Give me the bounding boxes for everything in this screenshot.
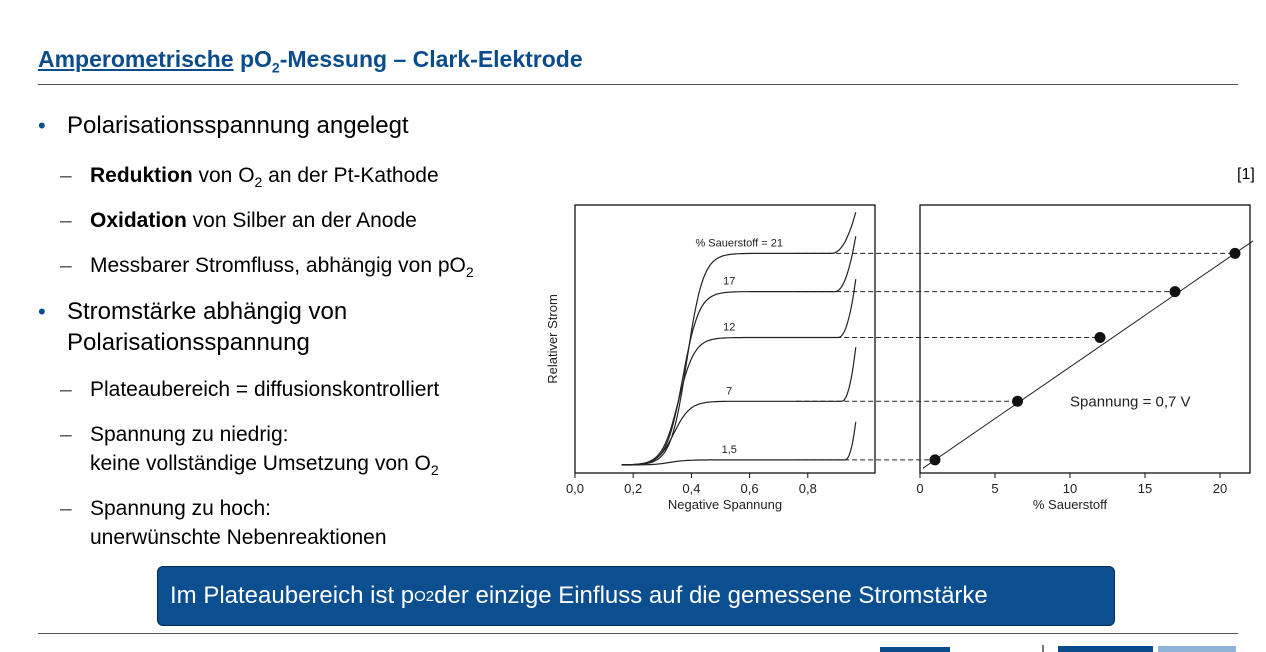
x-tick-label: 0,4 xyxy=(682,481,700,496)
dash-marker: – xyxy=(60,423,72,446)
logo-strip xyxy=(880,645,1236,652)
data-point xyxy=(1094,332,1106,343)
bullet-text: Polarisationsspannung angelegt xyxy=(67,112,409,139)
x-axis-label: Negative Spannung xyxy=(668,497,782,512)
reference-marker: [1] xyxy=(1237,166,1255,183)
dash-marker: – xyxy=(60,497,72,520)
footer-divider xyxy=(38,633,1238,634)
left-plot-frame xyxy=(574,204,876,474)
x-axis-label: % Sauerstoff xyxy=(1033,497,1108,512)
bullet-dot: • xyxy=(38,299,46,324)
x-tick-label: 0,8 xyxy=(799,481,817,496)
x-tick-label: 20 xyxy=(1213,481,1227,496)
dash-marker: – xyxy=(60,254,72,277)
x-tick-label: 0,0 xyxy=(566,481,584,496)
title-subscript: 2 xyxy=(271,59,280,76)
curve-17 xyxy=(621,235,857,466)
data-point xyxy=(1169,286,1181,298)
bullet-text: Stromstärke abhängig von Polarisationsspa… xyxy=(67,298,348,356)
x-tick-label: 0,6 xyxy=(741,481,759,496)
data-point xyxy=(929,454,941,466)
dash-marker: – xyxy=(60,378,72,401)
x-tick-label: 5 xyxy=(991,481,998,496)
title-part: pO xyxy=(233,46,272,72)
title-underlined: Amperometrische xyxy=(38,46,234,72)
x-tick-label: 0,2 xyxy=(624,481,642,496)
bullet-dot: • xyxy=(38,113,46,138)
curve-label: 7 xyxy=(726,385,732,397)
bold-term: Reduktion xyxy=(90,164,193,187)
curve-7 xyxy=(621,347,857,466)
curve-label: 17 xyxy=(723,276,735,288)
curve-label: 12 xyxy=(723,322,735,334)
title-part: -Messung – Clark-Elektrode xyxy=(279,46,583,72)
x-tick-label: 15 xyxy=(1138,481,1152,496)
dash-marker: – xyxy=(60,164,72,187)
clark-electrode-figure: Relativer Strom 0,0 0,2 0,4 0,6 0,8 Negative S… xyxy=(545,204,1254,512)
x-tick-label: 0 xyxy=(916,481,923,496)
curve-label: 1,5 xyxy=(722,444,737,456)
curve-12 xyxy=(621,279,857,466)
x-tick-label: 10 xyxy=(1063,481,1077,496)
curve-21 xyxy=(621,212,857,466)
voltage-annotation: Spannung = 0,7 V xyxy=(1070,393,1191,410)
slide-title: Amperometrische pO2-Messung – Clark-Elek… xyxy=(38,46,583,76)
bold-term: Oxidation xyxy=(90,209,187,232)
curve-label: % Sauerstoff = 21 xyxy=(695,237,783,249)
title-divider xyxy=(38,84,1238,85)
key-message-box: Im Plateaubereich ist p O2 der einzige Ei… xyxy=(157,566,1115,626)
data-point xyxy=(1229,247,1241,259)
data-point xyxy=(1012,395,1023,407)
y-axis-label: Relativer Strom xyxy=(545,294,560,384)
right-plot-frame xyxy=(919,204,1251,474)
regression-line xyxy=(922,240,1254,469)
dash-marker: – xyxy=(60,209,72,232)
